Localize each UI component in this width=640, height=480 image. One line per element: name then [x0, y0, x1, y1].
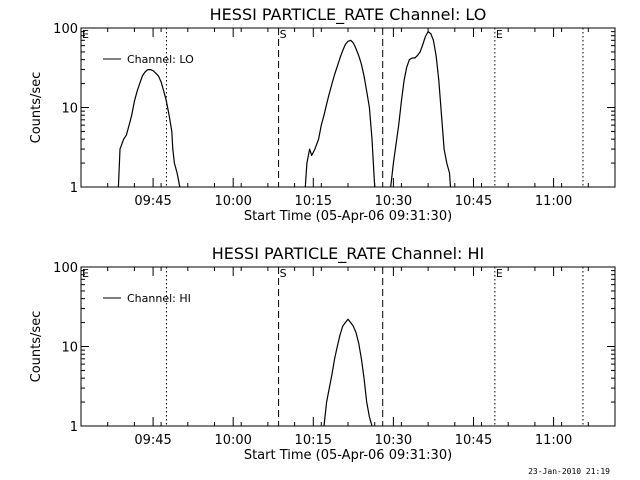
y-tick-label: 100 [53, 261, 78, 276]
y-axis-label: Counts/sec [29, 72, 44, 144]
x-axis-label: Start Time (05-Apr-06 09:31:30) [244, 209, 452, 224]
series-line-1 [323, 318, 373, 427]
footer-timestamp: 23-Jan-2010 21:19 [528, 467, 610, 476]
chart-panel-1: HESSI PARTICLE_RATE Channel: LO 09:45 10:0… [29, 5, 616, 224]
x-tick-label: 10:30 [375, 194, 412, 209]
chart-title: HESSI PARTICLE_RATE Channel: LO [210, 5, 487, 25]
y-tick-label: 10 [61, 341, 78, 356]
y-tick-label: 1 [70, 420, 78, 435]
chart-title: HESSI PARTICLE_RATE Channel: HI [212, 244, 485, 264]
y-tick-label: 100 [53, 22, 78, 37]
x-tick-label: 11:00 [535, 194, 572, 209]
x-tick-label: 10:00 [214, 194, 251, 209]
y-tick-label: 10 [61, 102, 78, 117]
x-tick-label: 10:30 [375, 433, 412, 448]
x-tick-label: 10:15 [295, 194, 332, 209]
marker-label-s: S [280, 28, 287, 41]
x-tick-label: 10:45 [455, 194, 492, 209]
x-axis-label: Start Time (05-Apr-06 09:31:30) [244, 448, 452, 463]
x-tick-label: 09:45 [134, 194, 171, 209]
y-tick-label: 1 [70, 181, 78, 196]
plot-frame [80, 266, 616, 427]
marker-label-e-left: E [82, 28, 89, 41]
chart-panel-2: HESSI PARTICLE_RATE Channel: HI 09:45 10:0… [29, 244, 616, 463]
plot-frame [80, 27, 616, 188]
x-tick-label: 11:00 [535, 433, 572, 448]
y-axis-label: Counts/sec [29, 311, 44, 383]
legend-label: Channel: LO [127, 53, 194, 66]
marker-label-e-left: E [82, 267, 89, 280]
series-line-1 [117, 69, 181, 188]
series-line-3 [390, 31, 452, 188]
marker-label-e-right: E [496, 28, 503, 41]
legend-label: Channel: HI [127, 292, 191, 305]
marker-label-e-right: E [496, 267, 503, 280]
x-tick-label: 10:00 [214, 433, 251, 448]
x-tick-label: 09:45 [134, 433, 171, 448]
series-line-2 [304, 39, 376, 188]
marker-label-s: S [280, 267, 287, 280]
x-tick-label: 10:15 [295, 433, 332, 448]
x-tick-label: 10:45 [455, 433, 492, 448]
